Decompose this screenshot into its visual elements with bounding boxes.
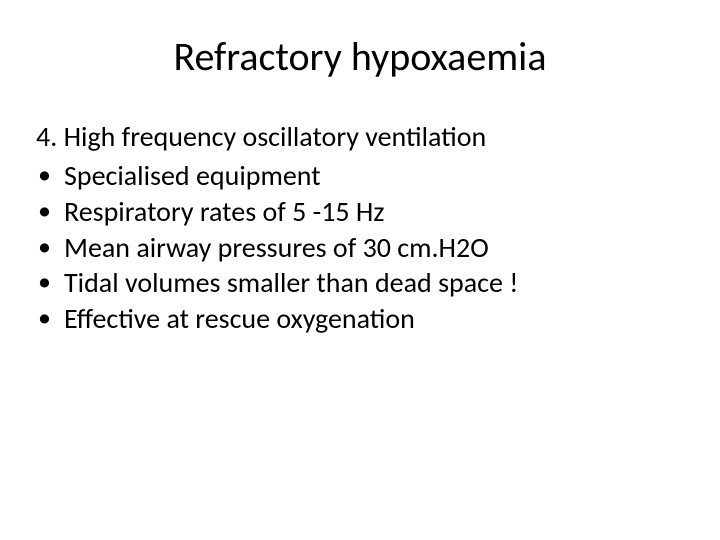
list-item: Mean airway pressures of 30 cm.H2O	[36, 230, 690, 266]
slide-body: 4. High frequency oscillatory ventilatio…	[0, 119, 720, 337]
numbered-heading: 4. High frequency oscillatory ventilatio…	[36, 119, 690, 154]
list-item: Respiratory rates of 5 -15 Hz	[36, 194, 690, 230]
list-item: Effective at rescue oxygenation	[36, 301, 690, 337]
slide: Refractory hypoxaemia 4. High frequency …	[0, 0, 720, 540]
list-item: Specialised equipment	[36, 158, 690, 194]
bullet-list: Specialised equipment Respiratory rates …	[36, 158, 690, 337]
slide-title: Refractory hypoxaemia	[0, 32, 720, 81]
list-item: Tidal volumes smaller than dead space !	[36, 265, 690, 301]
